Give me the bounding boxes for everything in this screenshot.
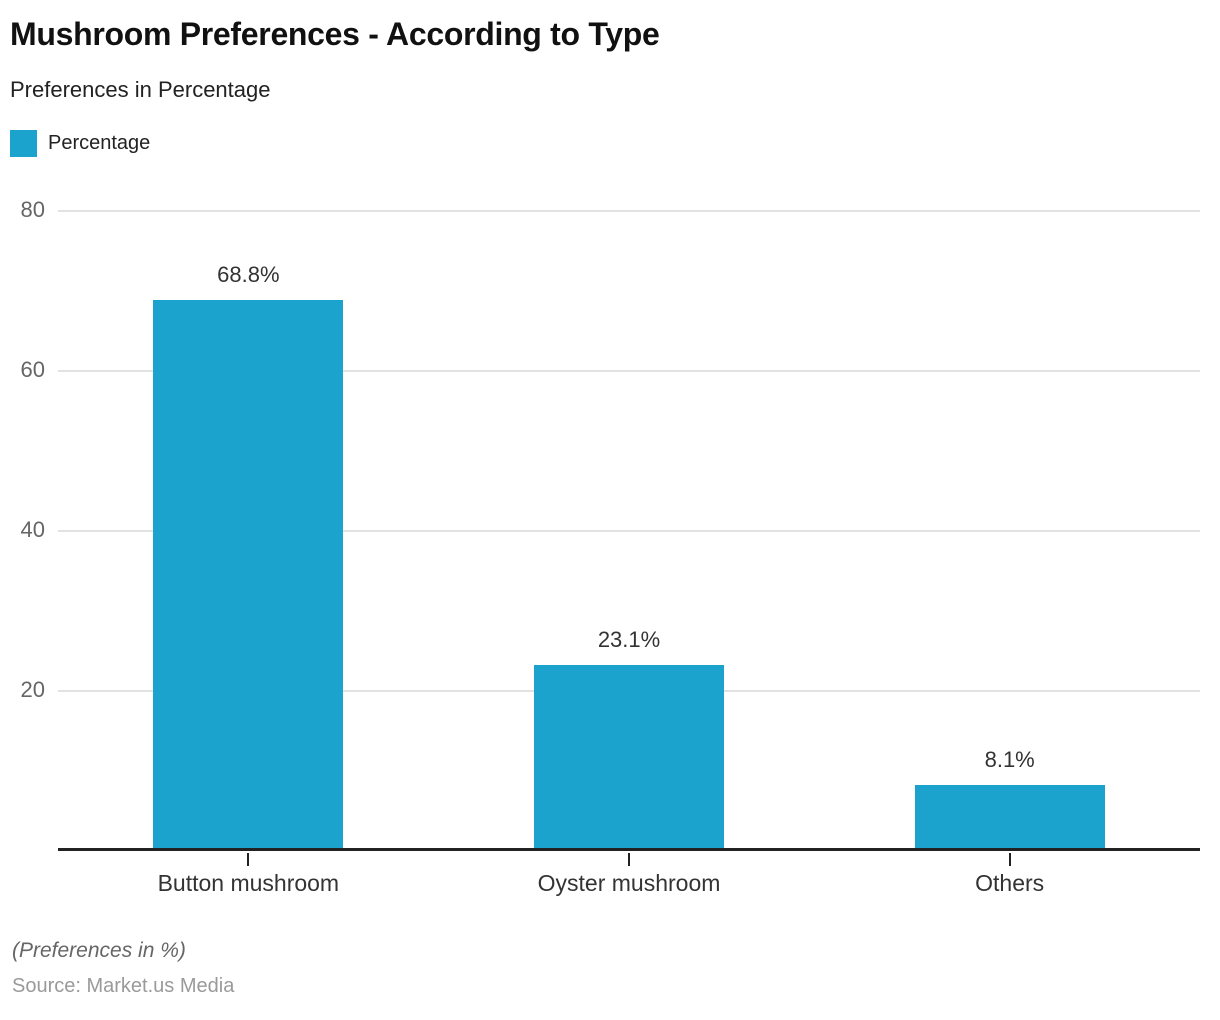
x-axis-tick [1008, 853, 1011, 866]
bars-container: 68.8% 23.1% 8.1% [58, 210, 1200, 866]
bar-slot: 68.8% [58, 210, 439, 866]
bar-slot: 23.1% [439, 210, 820, 866]
bar-value-label: 23.1% [597, 627, 661, 653]
x-axis-tick [247, 853, 250, 866]
bar-value-label: 8.1% [984, 747, 1035, 773]
legend-label: Percentage [48, 132, 151, 154]
y-axis-tick-label: 40 [20, 517, 45, 542]
gridline [58, 530, 1200, 532]
gridline [58, 210, 1200, 212]
legend-swatch-icon [10, 130, 37, 157]
category-label: Oyster mushroom [537, 870, 721, 896]
footer-source: Source: Market.us Media [12, 975, 235, 997]
chart-subtitle: Preferences in Percentage [10, 77, 271, 102]
bar-others [914, 785, 1105, 850]
gridline [58, 370, 1200, 372]
y-axis-tick-label: 80 [20, 197, 45, 222]
chart-footer: (Preferences in %) Source: Market.us Med… [12, 939, 1210, 998]
bar-chart: 68.8% 23.1% 8.1% 20 40 60 80 [21, 199, 1200, 866]
footer-note: (Preferences in %) [12, 939, 186, 962]
y-axis-tick-label: 60 [20, 357, 45, 382]
category-labels: Button mushroom Oyster mushroom Others [58, 870, 1200, 897]
x-axis-tick [628, 853, 630, 866]
bar-slot: 8.1% [819, 210, 1200, 866]
bar-oyster-mushroom [533, 665, 725, 850]
category-label: Others [975, 870, 1045, 896]
bar-button-mushroom [153, 299, 344, 850]
y-axis-tick-label: 20 [20, 677, 45, 702]
bar-value-label: 68.8% [217, 261, 280, 287]
chart-title: Mushroom Preferences - According to Type [10, 16, 660, 52]
category-label: Button mushroom [157, 870, 340, 896]
x-axis-line [58, 848, 1200, 851]
legend: Percentage [10, 130, 1210, 157]
